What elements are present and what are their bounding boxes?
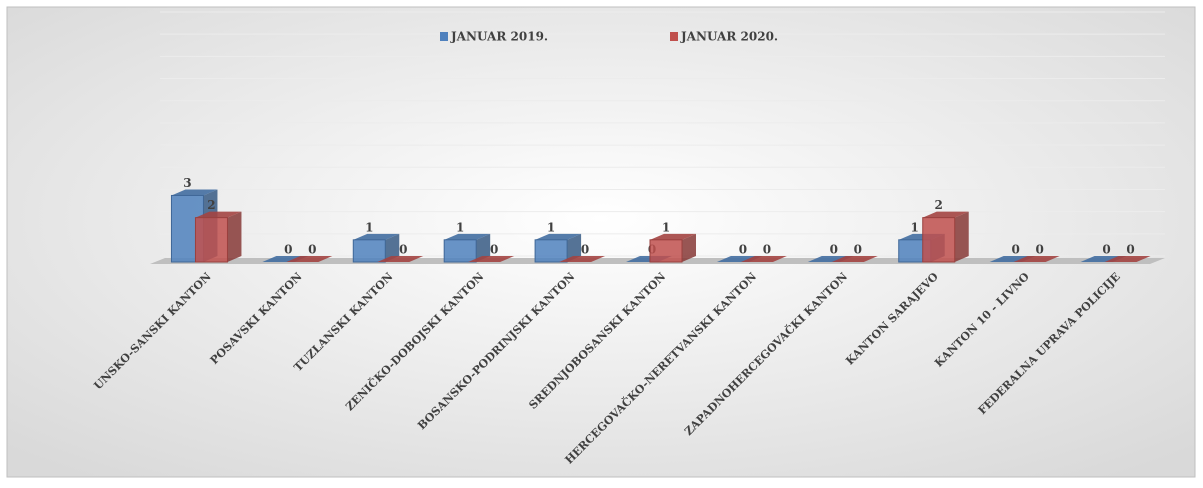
bar [443,239,477,263]
bar-top [286,256,333,262]
bar [194,217,228,263]
bar-top [377,256,424,262]
bar-top [468,256,515,262]
data-label: 0 [490,243,498,257]
data-label: 0 [1035,243,1043,257]
bar-side [476,233,491,262]
data-label: 0 [308,243,316,257]
bar-side [682,233,696,262]
bar-side [954,211,969,262]
legend-label: JANUAR 2019. [450,30,548,44]
data-label: 0 [763,243,771,257]
data-label: 0 [284,243,292,257]
data-label: 0 [1126,243,1134,257]
bar-side [567,233,582,262]
bar-top [831,256,878,262]
legend-swatch [440,32,448,41]
bar [922,217,956,263]
bar-top [922,211,969,218]
data-label: 3 [183,176,191,190]
bar-top [171,189,218,196]
data-label: 1 [365,220,373,234]
bar-top [559,256,606,262]
data-label: 0 [581,243,589,257]
bar-top [1013,256,1060,262]
bar-top [740,256,787,262]
data-label: 0 [739,243,747,257]
legend-label: JANUAR 2020. [680,30,778,44]
data-label: 0 [1102,243,1110,257]
data-label: 2 [935,198,943,212]
bar-side [227,211,242,262]
bar-top [650,233,696,240]
bar-top [535,233,582,240]
data-label: 1 [547,220,555,234]
data-label: 0 [1011,243,1019,257]
data-label: 0 [854,243,862,257]
bar-side [385,233,400,262]
bar [649,239,683,263]
bar [534,239,568,263]
data-label: 0 [399,243,407,257]
legend-swatch [670,32,678,41]
bar-top [195,211,242,218]
bar-top [353,233,400,240]
data-label: 2 [207,198,215,212]
data-label: 1 [456,220,464,234]
bar-top [1104,256,1151,262]
data-label: 1 [911,220,919,234]
bar [352,239,386,263]
bar-top [444,233,491,240]
data-label: 1 [662,220,670,234]
data-label: 0 [830,243,838,257]
